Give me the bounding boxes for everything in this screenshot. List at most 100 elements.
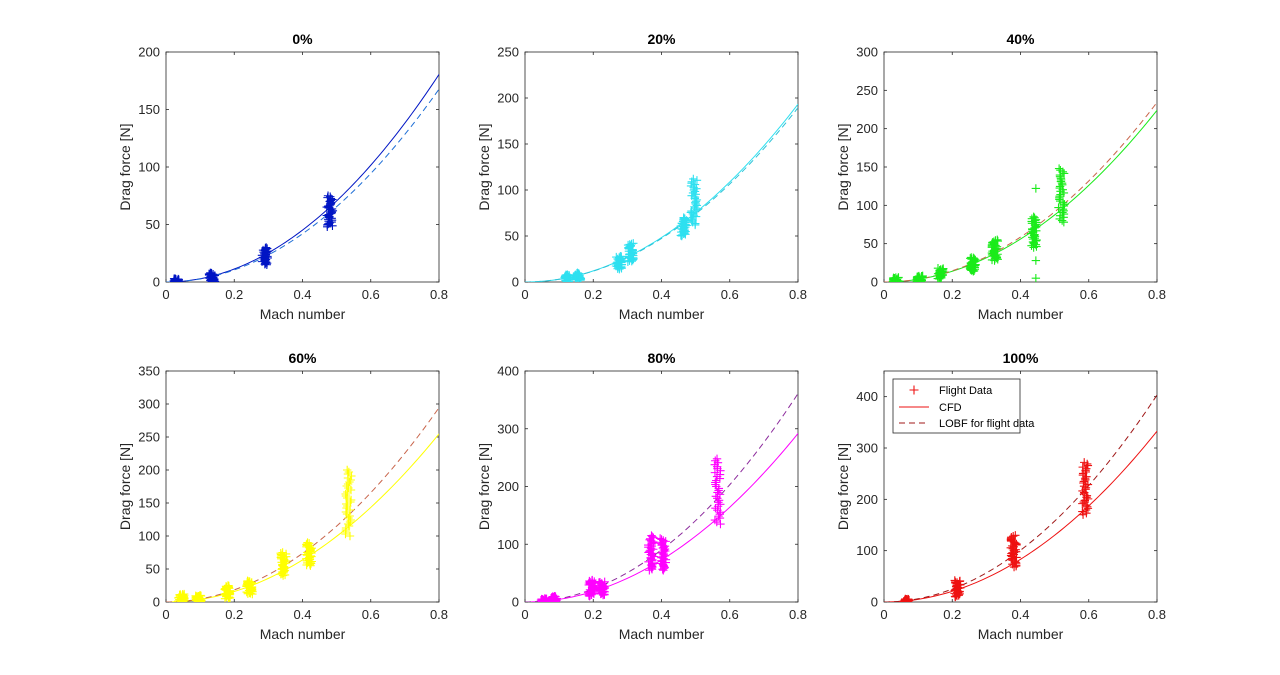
flight-data-point	[710, 515, 720, 525]
flight-data-cluster	[191, 591, 206, 602]
flight-data-cluster	[644, 531, 659, 575]
lobf-line	[166, 88, 439, 282]
flight-data-point	[918, 271, 927, 281]
subplot-3: 0 0.2 0.4 0.6 0.8 0 50 100 150 200 250 300 40% Mach n…	[835, 31, 1166, 322]
flight-data-cluster	[1054, 164, 1069, 227]
flight-data-point	[894, 273, 903, 282]
y-axis-label: Drag force [N]	[835, 443, 851, 530]
flight-data-point	[1010, 538, 1020, 548]
y-tick-label: 0	[871, 275, 878, 290]
flight-data-point	[343, 487, 352, 497]
flight-data-point	[1011, 531, 1020, 540]
flight-data-cluster	[676, 213, 691, 241]
y-tick-label: 200	[138, 45, 160, 60]
subplot-2: 0 0.2 0.4 0.6 0.8 0 50 100 150 200 250 20% Mach numb…	[476, 31, 807, 322]
lobf-line	[166, 407, 439, 602]
y-tick-label: 50	[146, 217, 160, 232]
flight-data-point	[342, 465, 352, 475]
flight-data-point	[1029, 212, 1038, 222]
x-tick-label: 0.6	[362, 607, 380, 622]
subplot-title: 40%	[1006, 31, 1035, 47]
subplot-4: 0 0.2 0.4 0.6 0.8 0 50 100 150 200 250 300 350 60% Mac…	[117, 350, 448, 642]
flight-data-cluster	[655, 534, 671, 575]
cfd-line	[166, 433, 439, 602]
subplot-1: 0 0.2 0.4 0.6 0.8 0 50 100 150 200 0% Mach number Dr…	[117, 31, 448, 322]
x-tick-label: 0.2	[943, 607, 961, 622]
data-layer	[166, 74, 439, 282]
flight-data-point	[1054, 164, 1064, 173]
y-tick-label: 0	[512, 595, 519, 610]
x-tick-label: 0	[162, 287, 169, 302]
flight-data-point	[1079, 497, 1088, 507]
y-tick-label: 300	[856, 45, 878, 60]
flight-data-point	[1031, 273, 1041, 282]
flight-data-point	[713, 505, 722, 515]
x-axis-label: Mach number	[619, 626, 705, 642]
x-axis-label: Mach number	[978, 306, 1064, 322]
flight-data-cluster	[546, 592, 561, 602]
y-tick-label: 250	[856, 83, 878, 98]
flight-data-point	[1056, 165, 1065, 175]
lobf-line	[884, 102, 1157, 282]
flight-data-point	[1078, 507, 1087, 516]
y-axis-label: Drag force [N]	[117, 443, 133, 530]
flight-data-point	[1054, 203, 1063, 212]
y-tick-label: 200	[497, 91, 519, 106]
flight-data-point	[716, 500, 725, 509]
flight-data-point	[276, 549, 285, 558]
flight-data-point	[179, 589, 189, 599]
x-axis-label: Mach number	[260, 626, 346, 642]
flight-data-point	[323, 191, 333, 200]
flight-data-point	[1031, 184, 1041, 193]
y-tick-label: 50	[505, 229, 519, 244]
x-tick-label: 0.8	[789, 607, 807, 622]
flight-data-point	[600, 577, 609, 586]
flight-data-point	[967, 253, 976, 262]
flight-data-cluster	[623, 239, 638, 266]
flight-data-point	[711, 456, 720, 465]
x-tick-label: 0.4	[293, 607, 311, 622]
flight-data-point	[1030, 213, 1039, 222]
axes-box	[524, 51, 799, 283]
y-tick-label: 0	[153, 275, 160, 290]
flight-data-point	[692, 176, 702, 185]
flight-data-point	[243, 576, 252, 586]
flight-data-point	[711, 492, 721, 501]
subplot-title: 80%	[647, 350, 676, 366]
flight-data-point	[711, 478, 720, 487]
flight-data-point	[901, 594, 910, 602]
y-tick-label: 150	[138, 496, 160, 511]
flight-data-point	[689, 174, 698, 184]
flight-data-point	[989, 237, 999, 246]
x-tick-label: 0.4	[293, 287, 311, 302]
flight-data-point	[341, 507, 351, 517]
flight-data-cluster	[987, 235, 1003, 265]
x-tick-label: 0.8	[1148, 607, 1166, 622]
legend-label: CFD	[939, 402, 962, 414]
y-tick-label: 100	[856, 543, 878, 558]
flight-data-point	[206, 268, 215, 277]
y-tick-label: 200	[497, 479, 519, 494]
y-axis-label: Drag force [N]	[117, 123, 133, 210]
flight-data-point	[623, 240, 633, 250]
x-tick-label: 0.6	[721, 607, 739, 622]
data-layer	[166, 407, 439, 602]
flight-data-point	[625, 240, 634, 249]
x-tick-label: 0.4	[1011, 607, 1029, 622]
flight-data-point	[649, 533, 658, 542]
flight-data-point	[341, 489, 350, 499]
flight-data-cluster	[965, 253, 980, 276]
y-tick-label: 100	[497, 537, 519, 552]
flight-data-point	[326, 192, 335, 201]
flight-data-point	[715, 509, 724, 519]
y-tick-label: 50	[864, 236, 878, 251]
y-tick-label: 150	[138, 102, 160, 117]
axes-box	[883, 51, 1158, 283]
subplot-title: 0%	[292, 31, 313, 47]
flight-data-point	[170, 274, 180, 282]
flight-data-point	[616, 252, 625, 261]
flight-data-point	[629, 239, 638, 248]
x-tick-label: 0.8	[430, 607, 448, 622]
axes-box	[165, 370, 440, 603]
y-tick-label: 200	[138, 463, 160, 478]
